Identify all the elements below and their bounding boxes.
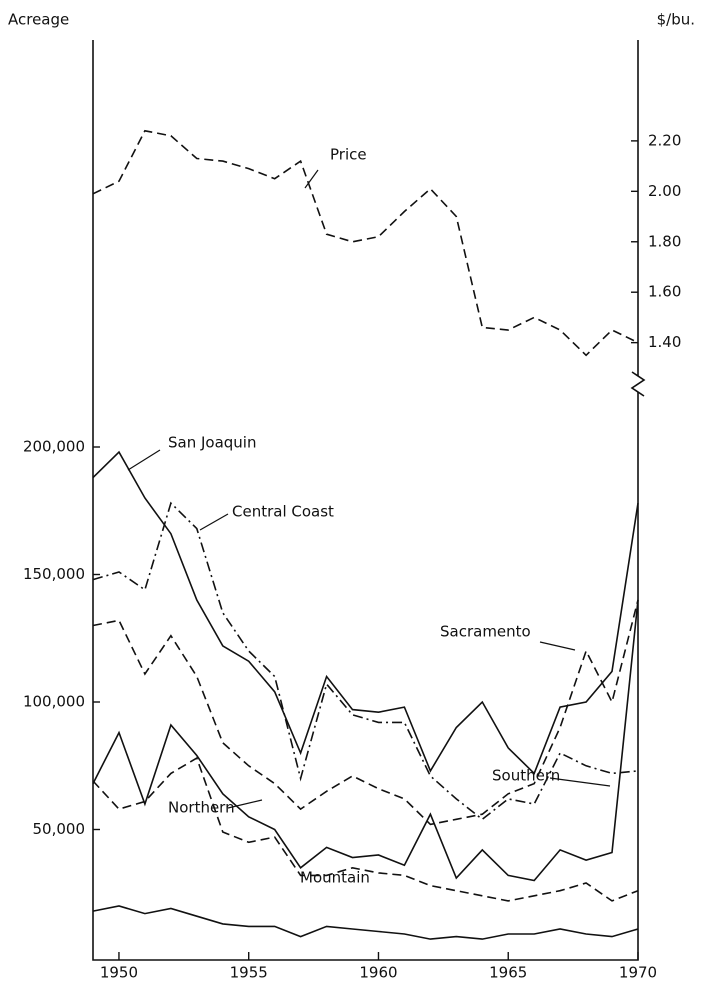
leader	[199, 513, 229, 531]
axis-break	[630, 371, 646, 397]
series-label: Southern	[492, 767, 560, 785]
y2-tick-label: 2.00	[648, 182, 681, 200]
y2-tick-label: 1.40	[648, 333, 681, 351]
y-tick-label: 50,000	[33, 820, 86, 838]
y-tick-label: 150,000	[23, 565, 85, 583]
leader	[549, 777, 611, 787]
leader	[539, 641, 576, 651]
leader	[127, 449, 161, 471]
series-line	[92, 129, 639, 357]
y-tick-label: 200,000	[23, 438, 85, 456]
series-line	[92, 501, 639, 821]
x-tick-label: 1965	[489, 964, 527, 981]
x-tick-label: 1955	[230, 964, 268, 981]
y2-tick-label: 1.60	[648, 283, 681, 301]
x-tick-label: 1960	[359, 964, 397, 981]
leader	[227, 799, 263, 809]
x-tick-label: 1950	[100, 964, 138, 981]
leader	[304, 169, 319, 189]
y-tick-label: 100,000	[23, 693, 85, 711]
series-label: Sacramento	[440, 623, 531, 641]
y2-tick-label: 2.20	[648, 131, 681, 149]
series-line	[92, 599, 639, 882]
series-label: San Joaquin	[168, 434, 256, 452]
y2-tick-label: 1.80	[648, 232, 681, 250]
y2-axis-label: $/bu.	[657, 11, 695, 29]
series-line	[92, 905, 639, 940]
series-label: Price	[330, 146, 367, 164]
y-axis-label: Acreage	[8, 11, 69, 29]
axes	[92, 40, 639, 961]
series-line	[92, 599, 639, 826]
series-label: Central Coast	[232, 503, 334, 521]
series-line	[92, 756, 639, 902]
x-tick-label: 1970	[619, 964, 657, 981]
series-label: Northern	[168, 799, 235, 817]
series-line	[92, 450, 639, 775]
series-label: Mountain	[300, 869, 370, 887]
